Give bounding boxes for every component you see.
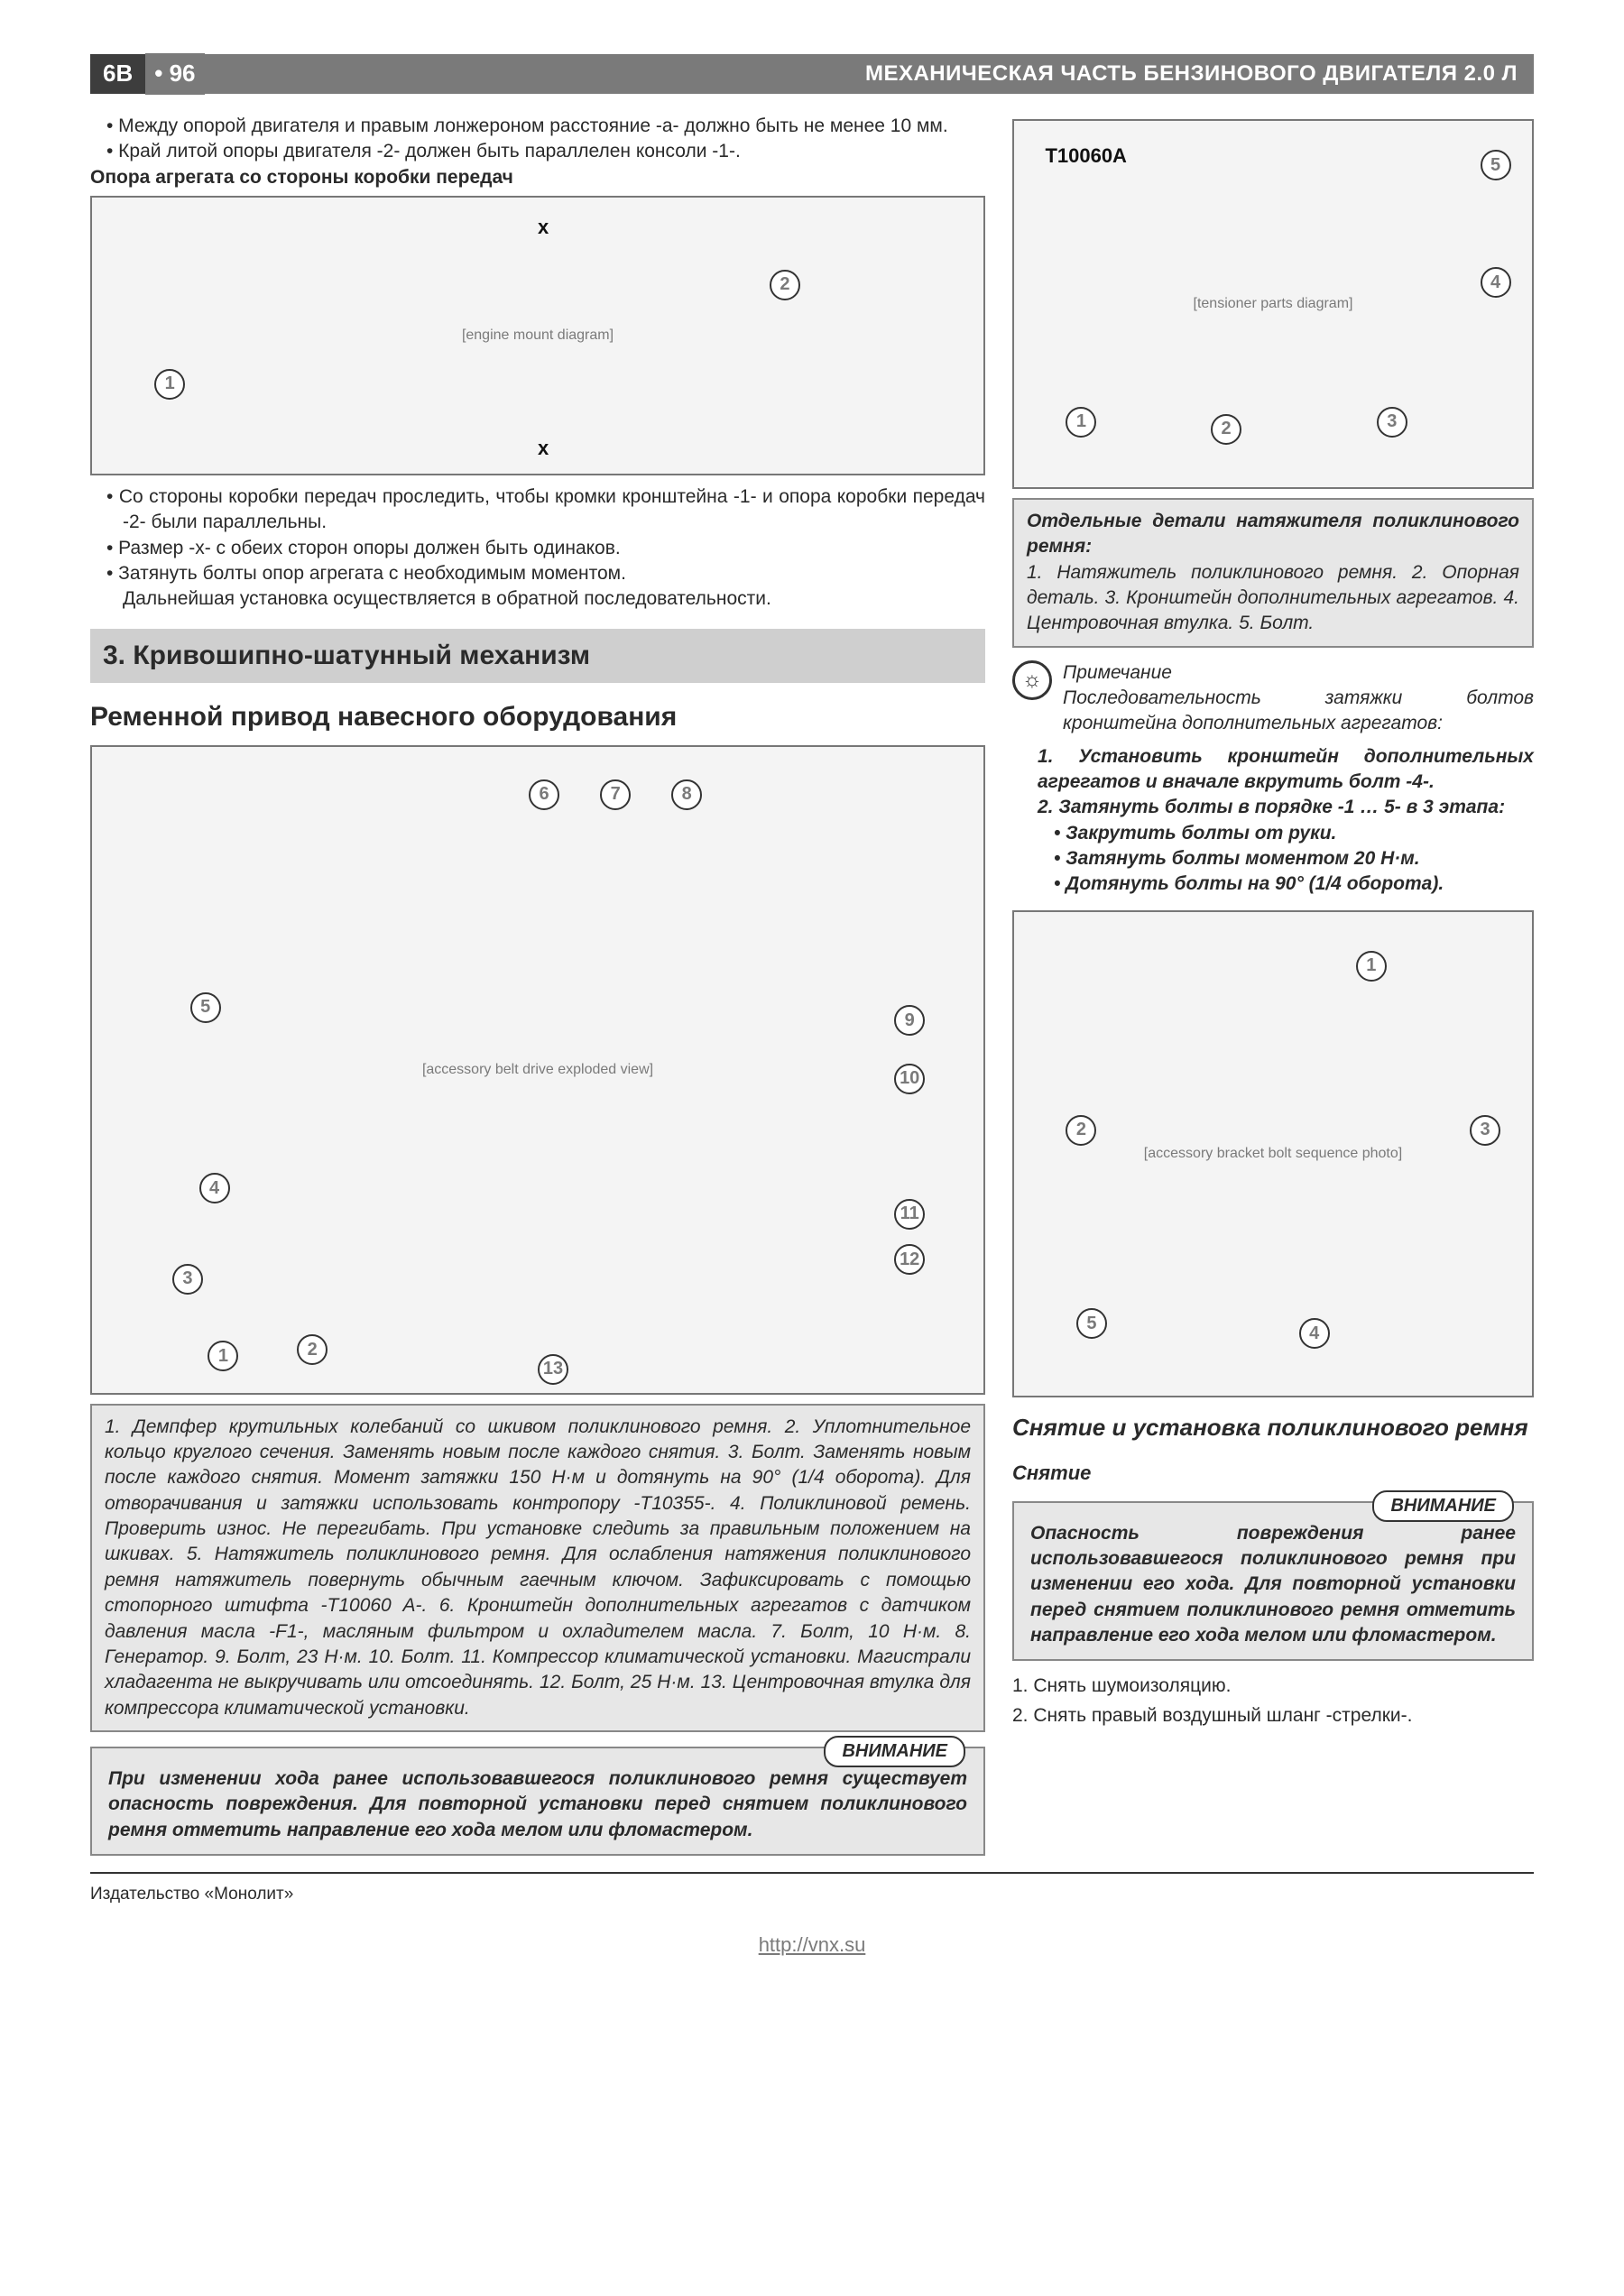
fig2-callout-1: 1 (208, 1341, 238, 1371)
fig2-callout-8: 8 (671, 779, 702, 810)
mid-bullet-2: • Размер -х- с обеих сторон опоры должен… (90, 536, 985, 561)
note-block: ☼ Примечание Последовательность затяжки … (1012, 660, 1534, 737)
warning-left: ВНИМАНИЕ При изменении хода ранее исполь… (90, 1747, 985, 1856)
fm-callout-3: 3 (1470, 1115, 1500, 1146)
step-2: 2. Снять правый воздушный шланг -стрелки… (1012, 1703, 1534, 1729)
fig2-callout-12: 12 (894, 1244, 925, 1275)
bracket-bolts-figure: [accessory bracket bolt sequence photo] … (1012, 910, 1534, 1397)
callout-x-top: x (538, 214, 549, 241)
warning-right: ВНИМАНИЕ Опасность повреждения ранее исп… (1012, 1501, 1534, 1662)
fig2-callout-5: 5 (190, 992, 221, 1023)
ft-callout-1: 1 (1066, 407, 1096, 438)
ft-callout-5: 5 (1481, 150, 1511, 180)
right-column: T10060A [tensioner parts diagram] 1 2 3 … (1012, 114, 1534, 1856)
fig2-callout-6: 6 (529, 779, 559, 810)
footer-rule (90, 1872, 1534, 1874)
tensioner-figure: T10060A [tensioner parts diagram] 1 2 3 … (1012, 119, 1534, 489)
section-3-heading: 3. Кривошипно-шатунный механизм (90, 629, 985, 684)
fm-callout-5: 5 (1076, 1308, 1107, 1339)
mid-bullet-1: • Со стороны коробки передач проследить,… (90, 484, 985, 536)
note-step-2: 2. Затянуть болты в порядке -1 … 5- в 3 … (1038, 795, 1534, 820)
mid-plain: Дальнейшая установка осуществляется в об… (90, 586, 985, 612)
mid-bullet-3: • Затянуть болты опор агрегата с необход… (90, 561, 985, 586)
intro-subhead: Опора агрегата со стороны коробки переда… (90, 165, 985, 190)
note-step-1: 1. Установить кронштейн дополнительных а… (1038, 744, 1534, 796)
gearbox-mount-figure: [engine mount diagram] 1 2 x x (90, 196, 985, 475)
fig2-callout-11: 11 (894, 1199, 925, 1230)
note-bullet-1: • Закрутить болты от руки. (1038, 821, 1534, 846)
removal-heading: Снятие (1012, 1460, 1534, 1487)
step-1: 1. Снять шумоизоляцию. (1012, 1674, 1534, 1699)
tensioner-caption: Отдельные детали натяжителя поликлиновог… (1012, 498, 1534, 648)
ft-callout-3: 3 (1377, 407, 1407, 438)
intro-bullet-2: • Край литой опоры двигателя -2- должен … (90, 139, 985, 164)
tensioner-caption-title: Отдельные детали натяжителя поликлиновог… (1027, 511, 1519, 557)
header-title: МЕХАНИЧЕСКАЯ ЧАСТЬ БЕНЗИНОВОГО ДВИГАТЕЛЯ… (205, 60, 1534, 88)
belt-caption: 1. Демпфер крутильных колебаний со шкиво… (90, 1404, 985, 1732)
fig2-callout-4: 4 (199, 1173, 230, 1203)
left-column: • Между опорой двигателя и правым лонжер… (90, 114, 985, 1856)
warning-body-right: Опасность повреждения ранее использовавш… (1030, 1523, 1516, 1646)
fig2-callout-3: 3 (172, 1264, 203, 1295)
ft-callout-2: 2 (1211, 414, 1241, 445)
fm-callout-2: 2 (1066, 1115, 1096, 1146)
warning-tag-left: ВНИМАНИЕ (824, 1736, 965, 1767)
warning-body-left: При изменении хода ранее использовавшего… (108, 1768, 967, 1840)
belt-drive-figure: [accessory belt drive exploded view] 1 2… (90, 745, 985, 1395)
fig2-callout-9: 9 (894, 1005, 925, 1036)
belt-drive-heading: Ременной привод навесного оборудования (90, 699, 985, 736)
note-bullet-3: • Дотянуть болты на 90° (1/4 оборота). (1038, 871, 1534, 897)
warning-tag-right: ВНИМАНИЕ (1372, 1490, 1514, 1522)
source-url: http://vnx.su (90, 1932, 1534, 1959)
removal-steps: 1. Снять шумоизоляцию. 2. Снять правый в… (1012, 1674, 1534, 1729)
callout-1: 1 (154, 369, 185, 400)
publisher: Издательство «Монолит» (90, 1883, 1534, 1906)
tool-label: T10060A (1045, 143, 1127, 170)
fig2-callout-10: 10 (894, 1064, 925, 1094)
intro-bullet-1: • Между опорой двигателя и правым лонжер… (90, 114, 985, 139)
callout-x-bottom: x (538, 435, 549, 462)
note-lead: Последовательность затяжки болтов кроншт… (1063, 686, 1534, 737)
note-icon: ☼ (1012, 660, 1052, 700)
callout-2: 2 (770, 270, 800, 300)
ft-callout-4: 4 (1481, 267, 1511, 298)
note-title: Примечание (1063, 660, 1534, 686)
tensioner-caption-body: 1. Натяжитель поликлинового ремня. 2. Оп… (1027, 562, 1519, 634)
header-section: 6В (90, 54, 145, 94)
fig2-callout-7: 7 (600, 779, 631, 810)
fig2-callout-2: 2 (297, 1334, 328, 1365)
page-header: 6В • 96 МЕХАНИЧЕСКАЯ ЧАСТЬ БЕНЗИНОВОГО Д… (90, 54, 1534, 94)
fig2-callout-13: 13 (538, 1354, 568, 1385)
header-page: • 96 (145, 53, 204, 94)
install-heading: Снятие и установка поликлинового ремня (1012, 1412, 1534, 1443)
fm-callout-1: 1 (1356, 951, 1387, 982)
note-bullet-2: • Затянуть болты моментом 20 Н·м. (1038, 846, 1534, 871)
fm-callout-4: 4 (1299, 1318, 1330, 1349)
